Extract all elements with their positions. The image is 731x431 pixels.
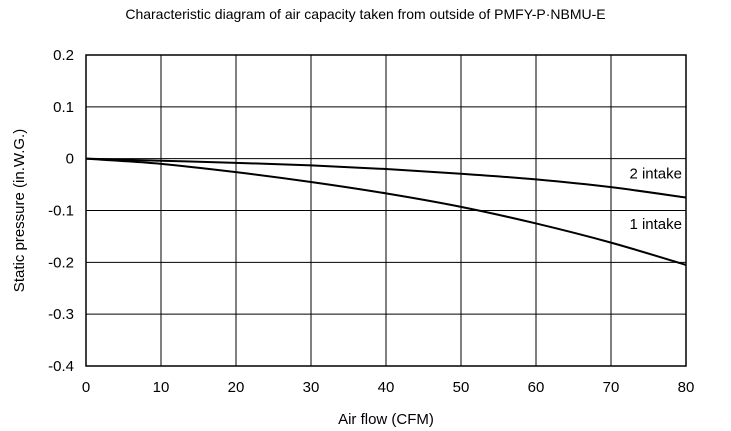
- x-tick-label: 60: [528, 379, 545, 396]
- series-label-2: 1 intake: [629, 216, 682, 233]
- plot-frame: [85, 54, 687, 367]
- x-tick-label: 20: [228, 379, 245, 396]
- x-tick-label: 0: [82, 379, 90, 396]
- x-tick-label: 30: [303, 379, 320, 396]
- chart-title: Characteristic diagram of air capacity t…: [125, 6, 606, 22]
- y-tick-label: -0.3: [48, 306, 74, 323]
- y-tick-label: -0.4: [48, 358, 74, 375]
- y-tick-label: 0.2: [53, 47, 74, 64]
- x-tick-label: 50: [453, 379, 470, 396]
- x-tick-labels: 0 10 20 30 40 50 60 70 80: [82, 379, 695, 396]
- series-line-1: [85, 157, 687, 199]
- y-tick-label: -0.2: [48, 254, 74, 271]
- series-line-2: [85, 157, 687, 266]
- series-group: 2 intake 1 intake: [85, 157, 687, 266]
- x-tick-label: 80: [678, 379, 695, 396]
- x-tick-label: 10: [153, 379, 170, 396]
- series-label-1: 2 intake: [629, 165, 682, 182]
- y-tick-label: 0: [66, 151, 74, 168]
- y-tick-label: -0.1: [48, 203, 74, 220]
- y-tick-label: 0.1: [53, 99, 74, 116]
- x-axis-label: Air flow (CFM): [338, 411, 434, 428]
- x-tick-label: 70: [603, 379, 620, 396]
- x-tick-label: 40: [378, 379, 395, 396]
- y-tick-labels: 0.2 0.1 0 -0.1 -0.2 -0.3 -0.4: [48, 47, 74, 375]
- y-axis-label: Static pressure (in.W.G.): [11, 129, 28, 292]
- grid: [85, 54, 687, 367]
